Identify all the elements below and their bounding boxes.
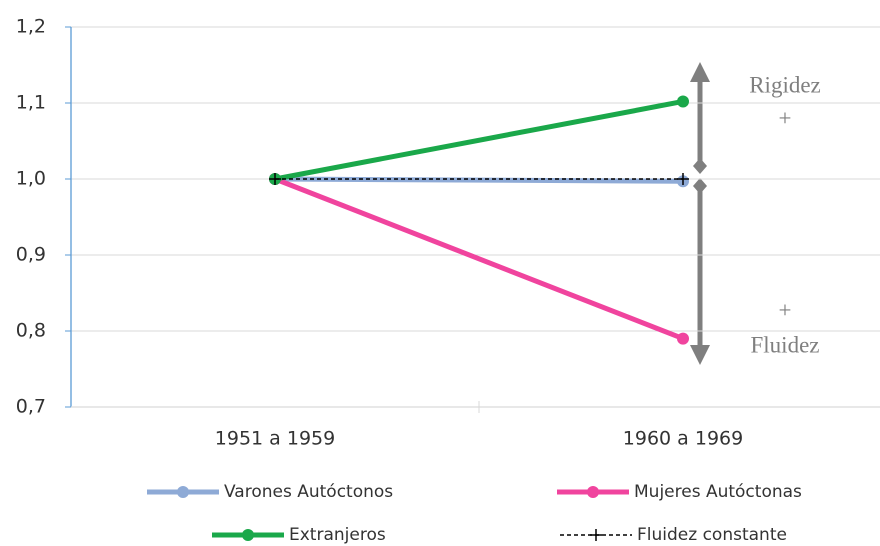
y-tick-label: 1,2 (16, 16, 46, 38)
annotation: + (779, 297, 792, 322)
series-marker (677, 332, 689, 345)
legend-marker (177, 486, 189, 498)
legend-marker (590, 529, 602, 541)
arrow-diamond (693, 178, 707, 194)
annotation: Fluidez (751, 332, 820, 357)
y-tick-label: 1,1 (16, 92, 46, 114)
series-marker (677, 173, 689, 185)
y-tick-label: 1,0 (16, 168, 46, 190)
annotation: + (779, 105, 792, 130)
x-tick-label: 1960 a 1969 (623, 428, 743, 450)
legend-marker (587, 486, 599, 498)
legend-label: Extranjeros (289, 525, 386, 545)
legend-marker (242, 529, 254, 541)
annotation: Rigidez (749, 72, 821, 97)
x-tick-label: 1951 a 1959 (215, 428, 335, 450)
series-marker (269, 173, 281, 185)
legend-label: Mujeres Autóctonas (634, 482, 802, 502)
series-line (274, 176, 684, 184)
arrow-diamond (693, 158, 707, 174)
arrows (690, 62, 710, 365)
series-line (274, 176, 684, 341)
y-tick-label: 0,8 (16, 320, 46, 342)
series-line (274, 99, 684, 182)
y-tick-label: 0,9 (16, 244, 46, 266)
legend-label: Varones Autóctonos (224, 482, 393, 502)
y-tick-label: 0,7 (16, 396, 46, 418)
legend-label: Fluidez constante (637, 525, 787, 545)
series-marker (677, 95, 689, 108)
